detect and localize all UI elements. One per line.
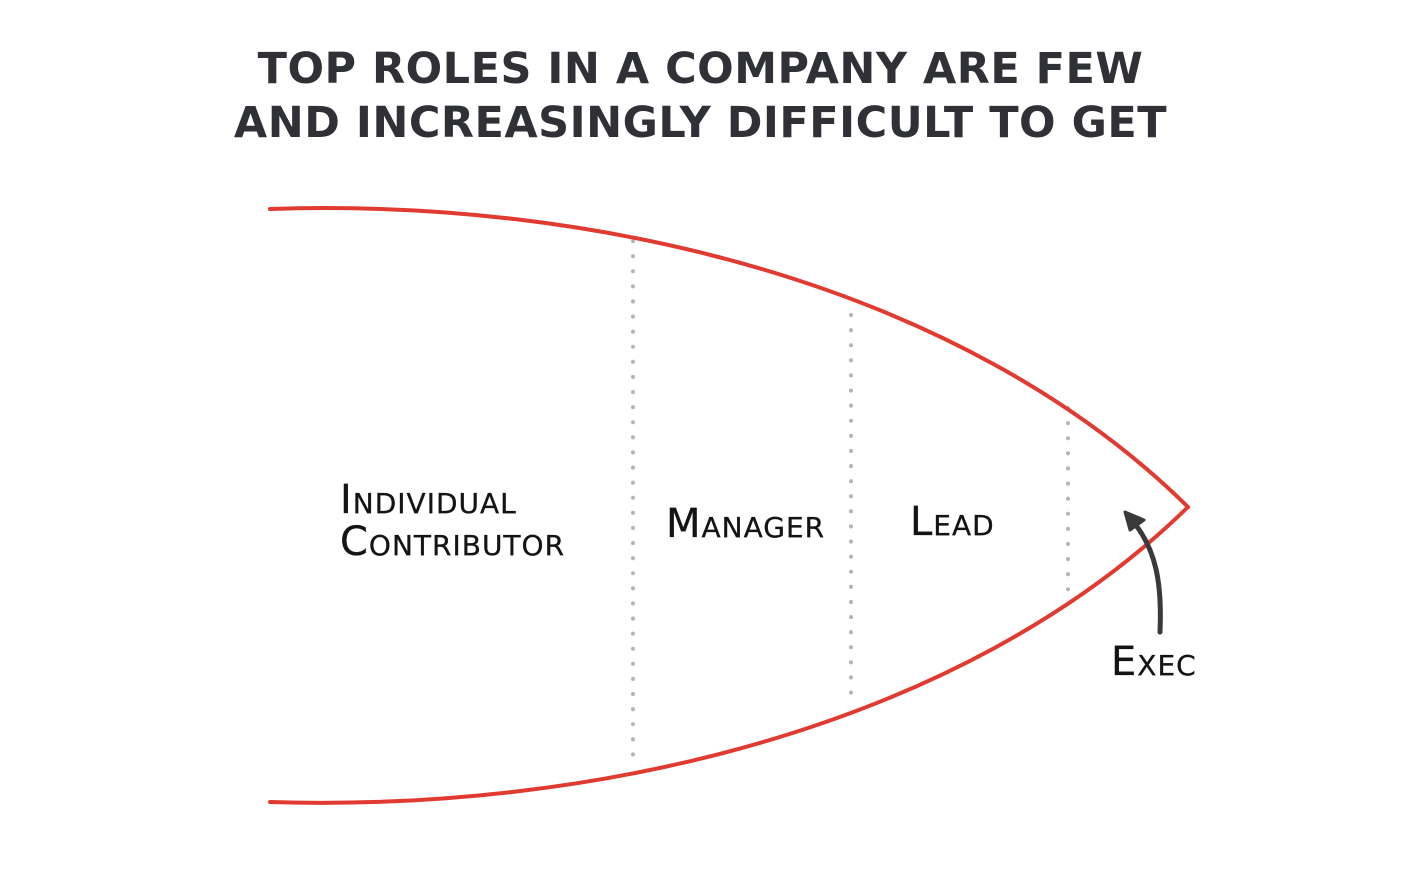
label-individual-contributor: Individual Contributor — [340, 479, 565, 563]
exec-arrow — [1127, 515, 1163, 635]
label-manager: Manager — [666, 501, 826, 547]
label-lead: Lead — [910, 499, 995, 545]
diagram-title: TOP ROLES IN A COMPANY ARE FEW AND INCRE… — [0, 42, 1401, 150]
upper-boundary-curve — [268, 206, 1190, 509]
label-contributor-line: Contributor — [340, 519, 566, 565]
label-individual-line: Individual — [340, 477, 517, 523]
lower-boundary-curve — [268, 505, 1190, 805]
exec-arrow-head-icon — [1123, 510, 1146, 532]
diagram-title-line-1: TOP ROLES IN A COMPANY ARE FEW — [257, 44, 1144, 94]
diagram-title-line-2: AND INCREASINGLY DIFFICULT TO GET — [233, 98, 1168, 148]
label-exec: Exec — [1111, 639, 1197, 685]
